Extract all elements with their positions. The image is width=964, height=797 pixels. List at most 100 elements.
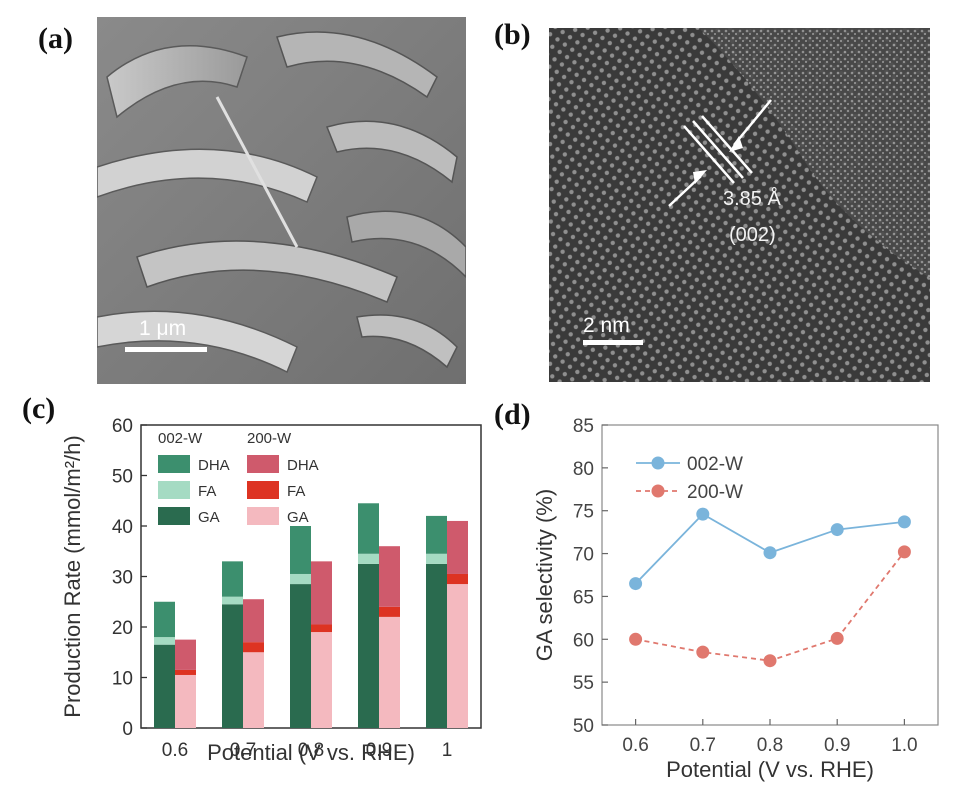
y-tick-label-c: 20	[112, 618, 133, 639]
panel-d-letter: (d)	[494, 398, 531, 431]
x-tick-label-c: 1	[442, 740, 453, 761]
x-axis-label-d: Potential (V vs. RHE)	[666, 757, 874, 782]
bar-002-w-fa	[154, 637, 175, 645]
bar-002-w-ga	[426, 563, 447, 728]
y-tick-label-c: 0	[122, 719, 133, 740]
bar-200-w-fa	[311, 624, 332, 633]
legend-label: GA	[287, 509, 309, 526]
bar-200-w-dha	[311, 561, 332, 625]
legend-marker	[651, 456, 665, 470]
y-tick-label-d: 65	[573, 587, 594, 608]
x-tick-label-c: 0.6	[162, 740, 188, 761]
scale-bar-b	[583, 340, 643, 345]
legend-swatch	[158, 481, 190, 499]
bar-200-w-ga	[379, 616, 400, 728]
plot-frame-d	[601, 424, 939, 726]
data-point-002-w	[629, 577, 643, 591]
bar-200-w-dha	[243, 599, 264, 643]
bar-200-w-fa	[243, 642, 264, 653]
data-point-200-w	[763, 654, 777, 668]
legend-group-title: 002-W	[158, 430, 203, 447]
legend-label: DHA	[198, 457, 230, 474]
legend-label: GA	[198, 509, 220, 526]
bar-002-w-dha	[222, 561, 243, 597]
legend-label: FA	[198, 483, 216, 500]
y-axis-label-d: GA selectivity (%)	[532, 489, 557, 661]
bar-002-w-dha	[154, 601, 175, 638]
bar-002-w-dha	[290, 526, 311, 574]
bar-200-w-fa	[447, 573, 468, 585]
bar-200-w-dha	[447, 520, 468, 574]
hrtem-lattice-icon	[549, 28, 930, 382]
y-tick-label-d: 70	[573, 545, 594, 566]
x-tick-label-d: 0.6	[622, 735, 648, 756]
y-tick-label-c: 60	[112, 416, 133, 437]
y-tick-label-d: 50	[573, 716, 594, 737]
data-point-200-w	[696, 645, 710, 659]
data-point-002-w	[763, 546, 777, 560]
bar-200-w-ga	[311, 632, 332, 728]
y-tick-label-c: 10	[112, 669, 133, 690]
data-point-002-w	[696, 507, 710, 521]
bar-002-w-fa	[358, 553, 379, 564]
x-tick-label-d: 0.9	[824, 735, 850, 756]
legend-group-title: 200-W	[247, 430, 292, 447]
scale-bar-a	[125, 347, 207, 352]
data-point-200-w	[629, 632, 643, 646]
bar-002-w-ga	[358, 563, 379, 728]
y-tick-label-c: 30	[112, 568, 133, 589]
x-tick-label-d: 0.8	[757, 735, 783, 756]
bar-200-w-dha	[175, 639, 196, 670]
panel-b-letter: (b)	[494, 18, 531, 51]
x-tick-label-d: 1.0	[891, 735, 917, 756]
scale-label-b: 2 nm	[583, 314, 630, 337]
y-tick-label-d: 85	[573, 416, 594, 437]
y-tick-label-d: 75	[573, 502, 594, 523]
bar-200-w-dha	[379, 546, 400, 607]
data-point-002-w	[830, 523, 844, 537]
legend-swatch	[247, 455, 279, 473]
data-point-200-w	[897, 545, 911, 559]
series-line-200-w	[635, 551, 906, 662]
y-tick-label-c: 50	[112, 467, 133, 488]
data-point-002-w	[897, 515, 911, 529]
legend-swatch	[247, 481, 279, 499]
lattice-plane-label: (002)	[729, 224, 776, 246]
x-tick-label-c: 0.9	[366, 740, 392, 761]
panel-a-letter: (a)	[38, 22, 73, 55]
x-tick-label-c: 0.8	[298, 740, 324, 761]
bar-002-w-ga	[154, 644, 175, 728]
bar-002-w-fa	[222, 596, 243, 605]
legend-label: 200-W	[687, 482, 743, 503]
x-tick-label-d: 0.7	[690, 735, 716, 756]
y-tick-label-c: 40	[112, 517, 133, 538]
lattice-spacing-label: 3.85 Å	[723, 188, 781, 210]
x-axis-label-c: Potential (V vs. RHE)	[207, 740, 415, 765]
bar-200-w-fa	[379, 606, 400, 617]
legend-swatch	[158, 455, 190, 473]
legend-label: 002-W	[687, 454, 743, 475]
legend-swatch	[247, 507, 279, 525]
y-tick-label-d: 60	[573, 630, 594, 651]
sem-nanosheets-icon	[97, 17, 466, 384]
x-tick-label-c: 0.7	[230, 740, 256, 761]
legend-marker	[651, 484, 665, 498]
y-tick-label-d: 80	[573, 459, 594, 480]
bar-002-w-dha	[426, 515, 447, 554]
bar-002-w-dha	[358, 503, 379, 554]
sem-image: 1 μm	[97, 17, 466, 384]
y-axis-label-c: Production Rate (mmol/m²/h)	[60, 435, 85, 717]
panel-c-letter: (c)	[22, 392, 56, 425]
legend-label: FA	[287, 483, 305, 500]
bar-200-w-ga	[447, 584, 468, 728]
data-point-200-w	[830, 631, 844, 645]
legend-label: DHA	[287, 457, 319, 474]
bar-002-w-fa	[290, 573, 311, 585]
legend-swatch	[158, 507, 190, 525]
y-tick-label-d: 55	[573, 673, 594, 694]
bar-200-w-ga	[175, 674, 196, 728]
bar-002-w-ga	[222, 604, 243, 728]
series-line-002-w	[634, 513, 905, 585]
hrtem-image: 3.85 Å (002) 2 nm	[549, 28, 930, 382]
